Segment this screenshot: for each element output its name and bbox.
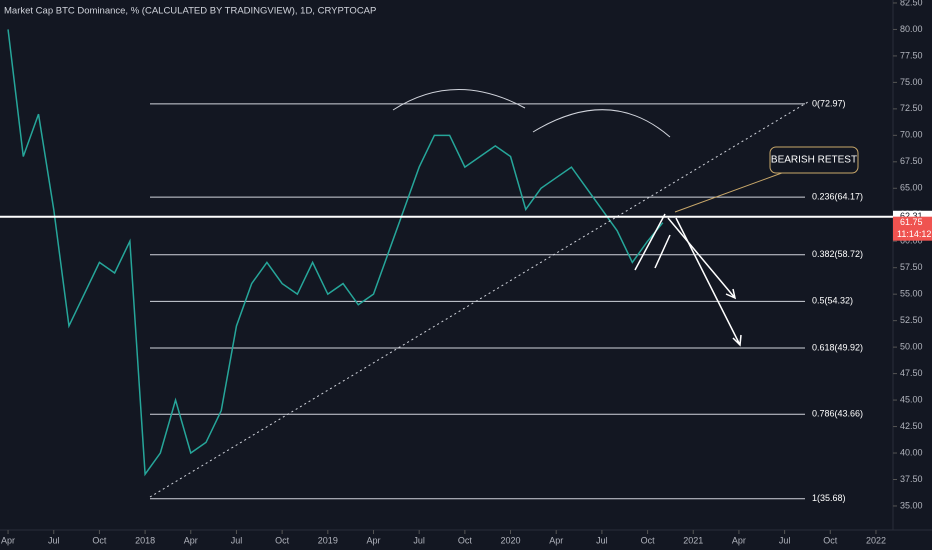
x-tick-label: Oct [458,535,473,545]
plot [7,29,805,500]
x-tick-label: Apr [184,535,198,545]
arrow [675,217,742,347]
y-tick-label: 67.50 [900,156,923,166]
arc [532,109,671,138]
x-tick-label: Jul [413,535,425,545]
countdown: 11:14:12 [897,229,931,239]
y-tick-label: 57.50 [900,262,923,272]
last-price-label: 61.75 [900,217,923,227]
fib-label: 0(72.97) [812,98,846,108]
fib-label: 0.382(58.72) [812,249,863,259]
x-tick-label: Jul [779,535,791,545]
y-tick-label: 65.00 [900,183,923,193]
retest-channel [634,213,671,271]
x-tick-label: 2021 [683,535,703,545]
fib-label: 0.236(64.17) [812,191,863,201]
y-tick-label: 80.00 [900,24,923,34]
x-tick-label: Apr [549,535,563,545]
fib-label: 1(35.68) [812,493,846,503]
y-tick-label: 75.00 [900,77,923,87]
callout-box [769,146,859,174]
y-tick-label: 35.00 [900,500,923,510]
fib-label: 0.786(43.66) [812,409,863,419]
arc [392,89,526,111]
fib-label: 0.618(49.92) [812,342,863,352]
arrow [667,217,737,300]
y-tick-label: 40.00 [900,447,923,457]
y-tick-label: 47.50 [900,368,923,378]
annotation: BEARISH RETEST [771,155,857,166]
x-tick-label: Jul [48,535,60,545]
y-tick-label: 77.50 [900,50,923,60]
x-tick-label: 2022 [866,535,886,545]
y-tick-label: 52.50 [900,315,923,325]
callout-line [674,169,791,213]
x-tick-label: Oct [641,535,656,545]
chart-title: Market Cap BTC Dominance, % (CALCULATED … [4,6,376,17]
y-tick-label: 45.00 [900,394,923,404]
x-tick-label: Jul [596,535,608,545]
y-tick-label: 72.50 [900,103,923,113]
y-tick-label: 37.50 [900,474,923,484]
y-tick-label: 50.00 [900,341,923,351]
x-tick-label: 2019 [318,535,338,545]
x-tick-label: 2020 [501,535,521,545]
x-tick-label: Oct [823,535,838,545]
fib-label: 0.5(54.32) [812,296,853,306]
x-tick-label: Apr [732,535,746,545]
x-tick-label: 2018 [135,535,155,545]
x-tick-label: Oct [92,535,107,545]
y-tick-label: 55.00 [900,289,923,299]
y-tick-label: 70.00 [900,130,923,140]
x-tick-label: Jul [231,535,243,545]
price-line [7,29,664,477]
last-price-box [893,216,932,241]
x-tick-label: Apr [366,535,380,545]
y-tick-label: 82.50 [900,0,923,7]
h-line-label: 62.31 [900,211,923,221]
x-tick-label: Apr [1,535,15,545]
x-tick-label: Oct [275,535,290,545]
y-tick-label: 42.50 [900,421,923,431]
